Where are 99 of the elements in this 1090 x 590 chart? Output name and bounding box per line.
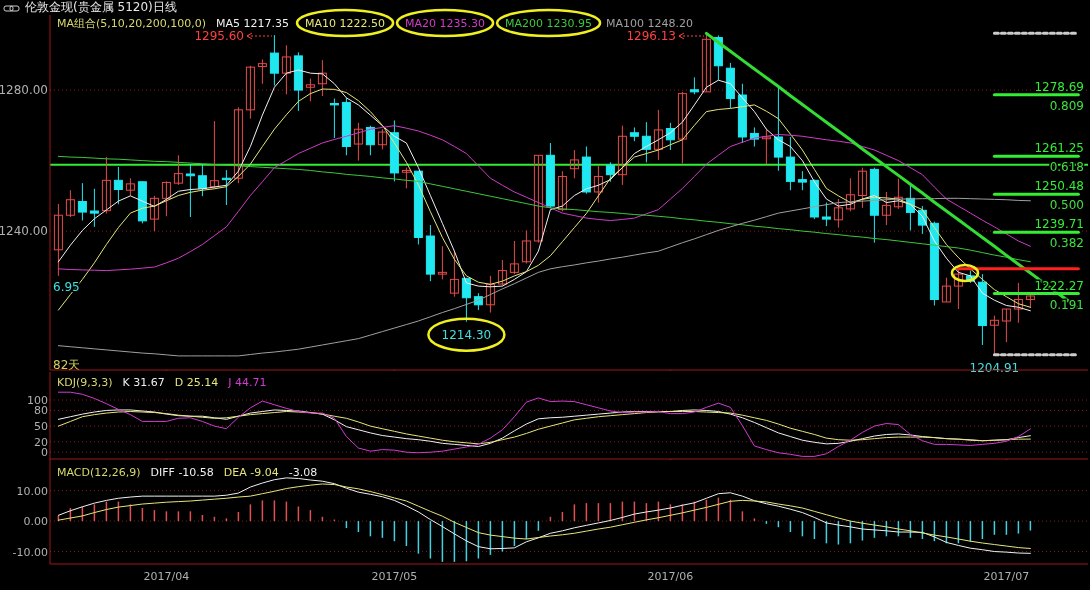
x-tick-label: 2017/05	[371, 570, 418, 583]
data-label: 1261.25	[1034, 141, 1084, 156]
candlestick	[1001, 308, 1011, 343]
candlestick	[557, 170, 567, 212]
y-tick-label: -10.00	[12, 545, 48, 559]
x-tick-label: 2017/07	[983, 570, 1030, 583]
candlestick	[497, 259, 507, 286]
candlestick	[113, 166, 123, 205]
candlestick	[197, 163, 207, 197]
candlestick	[953, 268, 963, 310]
candlestick	[269, 34, 279, 87]
series-label: K 31.67	[122, 376, 165, 389]
candlestick	[605, 161, 615, 183]
candlestick	[161, 180, 171, 217]
annotation: 0.382	[1049, 236, 1084, 251]
candlestick	[365, 125, 375, 156]
annotation: 0.809	[1049, 98, 1084, 113]
candlestick	[173, 154, 183, 186]
annotation: 1214.30	[441, 327, 492, 342]
candlestick	[653, 109, 663, 161]
candlestick	[893, 178, 903, 210]
y-tick-label: 1280.00	[0, 83, 48, 98]
candlestick	[89, 188, 99, 228]
candlestick	[353, 122, 363, 162]
candlestick	[941, 277, 951, 303]
candlestick	[845, 177, 855, 212]
candlestick	[377, 128, 387, 150]
candlestick	[641, 121, 651, 163]
candlestick	[773, 86, 783, 172]
annotation: 1296.13	[626, 29, 676, 43]
candlestick	[437, 245, 447, 280]
candlestick	[77, 182, 87, 222]
text: D 25.14	[174, 376, 219, 389]
candlestick	[509, 240, 519, 275]
annotation: -3.08	[288, 466, 318, 479]
annotation: 0.500	[1049, 198, 1084, 213]
candlestick	[401, 167, 411, 189]
y-tick-label: 20	[34, 435, 48, 449]
candlestick	[677, 91, 687, 164]
text: MA5 1217.35	[216, 17, 290, 30]
candlestick	[305, 77, 315, 102]
legend-title: MA组合(5,10,20,200,100,0)	[57, 17, 207, 30]
annotation: 1204.91	[969, 360, 1020, 375]
candlestick	[533, 154, 543, 244]
candlestick	[329, 98, 339, 139]
candlestick	[485, 275, 495, 314]
candlestick	[617, 125, 627, 186]
legend-title: KDJ(9,3,3)	[57, 376, 113, 389]
candlestick	[1013, 282, 1023, 324]
x-tick-label: 2017/06	[647, 570, 694, 583]
text: MA100 1248.20	[606, 17, 694, 30]
y-tick-label: 50	[34, 420, 48, 434]
y-tick-label: 80	[34, 404, 48, 418]
y-tick-label: 10.00	[16, 484, 48, 498]
candlestick	[149, 195, 159, 232]
candlestick	[101, 156, 111, 214]
data-label: 1239.71	[1034, 217, 1084, 232]
candlestick	[833, 198, 843, 229]
candlestick	[521, 229, 531, 265]
text: MA20 1235.30	[405, 17, 486, 30]
annotation: 6.95	[53, 280, 80, 294]
annotation: 1295.60	[194, 29, 244, 43]
candlestick	[281, 44, 291, 95]
candlestick	[821, 202, 831, 227]
candlestick	[185, 163, 195, 218]
candlestick	[53, 203, 63, 277]
candlestick	[797, 170, 807, 191]
series-label: J 44.71	[227, 376, 267, 389]
text: MA10 1222.50	[305, 17, 386, 30]
candlestick	[761, 128, 771, 165]
series-label: DEA -9.04	[223, 466, 279, 479]
candlestick	[209, 120, 219, 189]
text: MA200 1230.95	[505, 17, 593, 30]
y-tick-label: 0.00	[23, 515, 48, 529]
annotation: 82天	[53, 358, 81, 372]
candlestick	[317, 59, 327, 97]
y-tick-label: 1240.00	[0, 224, 48, 239]
line-series	[57, 391, 1031, 457]
candlestick	[989, 315, 999, 356]
series-label: DIFF -10.58	[150, 466, 214, 479]
candlestick	[257, 58, 267, 85]
y-tick-label: 0	[41, 446, 48, 460]
candlestick	[857, 167, 867, 209]
candlestick	[701, 32, 711, 93]
candlestick	[233, 106, 243, 184]
candlestick	[461, 277, 471, 323]
legend-title: MACD(12,26,9)	[57, 466, 141, 479]
candlestick	[449, 250, 459, 298]
data-label: 1250.48	[1034, 179, 1084, 194]
line-series	[57, 155, 1031, 263]
candlestick	[593, 165, 603, 204]
line-series	[57, 125, 1031, 272]
data-label: 1278.69	[1034, 79, 1084, 94]
chart-title: 伦敦金现(贵金属 5120)日线	[25, 0, 177, 14]
candlestick	[569, 149, 579, 179]
x-tick-label: 2017/04	[143, 570, 190, 583]
candlestick	[881, 191, 891, 226]
candlestick	[245, 65, 255, 120]
candlestick	[65, 189, 75, 218]
